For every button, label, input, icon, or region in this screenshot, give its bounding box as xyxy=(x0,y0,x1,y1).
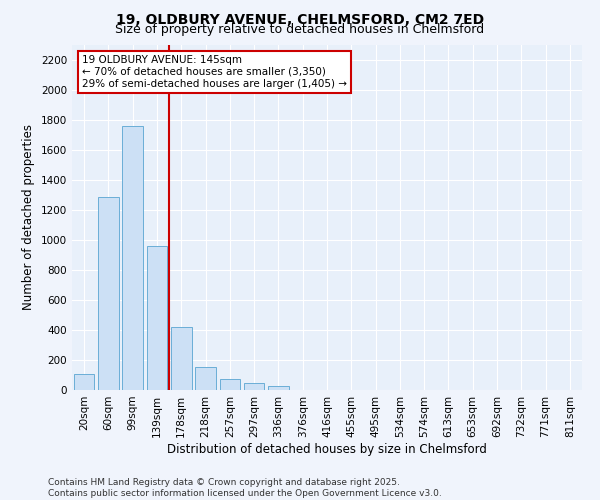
Bar xyxy=(244,383,265,390)
Bar xyxy=(146,246,167,390)
Bar xyxy=(171,327,191,390)
Bar xyxy=(195,367,216,390)
Text: 19, OLDBURY AVENUE, CHELMSFORD, CM2 7ED: 19, OLDBURY AVENUE, CHELMSFORD, CM2 7ED xyxy=(116,12,484,26)
Bar xyxy=(122,126,143,390)
Bar xyxy=(220,379,240,390)
X-axis label: Distribution of detached houses by size in Chelmsford: Distribution of detached houses by size … xyxy=(167,442,487,456)
Y-axis label: Number of detached properties: Number of detached properties xyxy=(22,124,35,310)
Bar xyxy=(98,196,119,390)
Bar xyxy=(268,386,289,390)
Text: 19 OLDBURY AVENUE: 145sqm
← 70% of detached houses are smaller (3,350)
29% of se: 19 OLDBURY AVENUE: 145sqm ← 70% of detac… xyxy=(82,56,347,88)
Bar xyxy=(74,374,94,390)
Text: Contains HM Land Registry data © Crown copyright and database right 2025.
Contai: Contains HM Land Registry data © Crown c… xyxy=(48,478,442,498)
Text: Size of property relative to detached houses in Chelmsford: Size of property relative to detached ho… xyxy=(115,22,485,36)
